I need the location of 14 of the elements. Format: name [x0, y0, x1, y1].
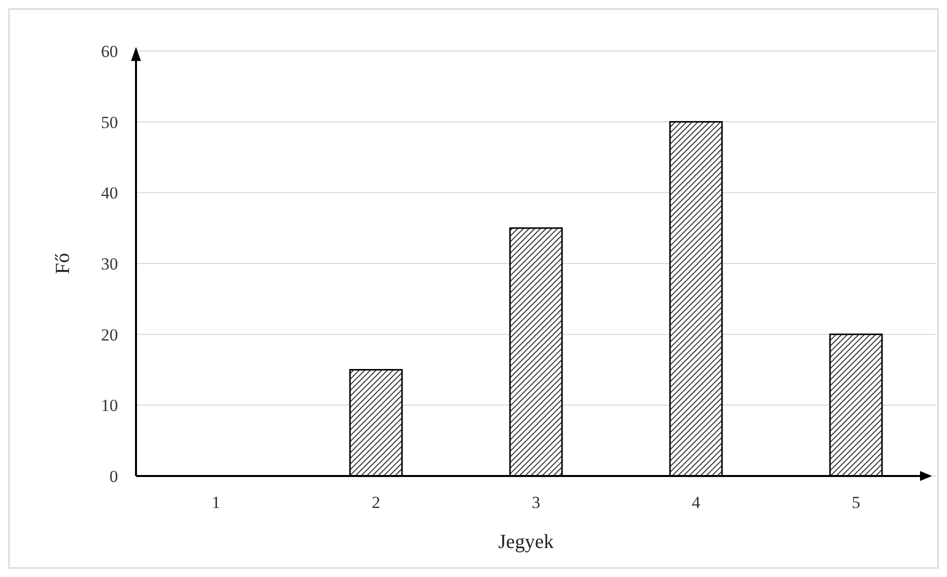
- y-tick-label: 0: [110, 466, 118, 486]
- x-tick-label: 2: [372, 493, 380, 512]
- x-tick-label: 3: [532, 493, 540, 512]
- y-tick-label: 10: [101, 396, 118, 416]
- y-axis-title: Fő: [52, 252, 74, 274]
- x-tick-label: 5: [852, 493, 860, 512]
- x-tick-label: 4: [692, 493, 701, 512]
- y-tick-label: 50: [101, 112, 118, 132]
- y-tick-label: 20: [101, 325, 118, 344]
- x-axis-title: Jegyek: [498, 531, 554, 553]
- y-tick-label: 30: [101, 254, 118, 274]
- x-tick-label: 1: [212, 493, 220, 512]
- y-tick-label: 60: [101, 42, 118, 61]
- y-tick-label: 40: [101, 184, 118, 203]
